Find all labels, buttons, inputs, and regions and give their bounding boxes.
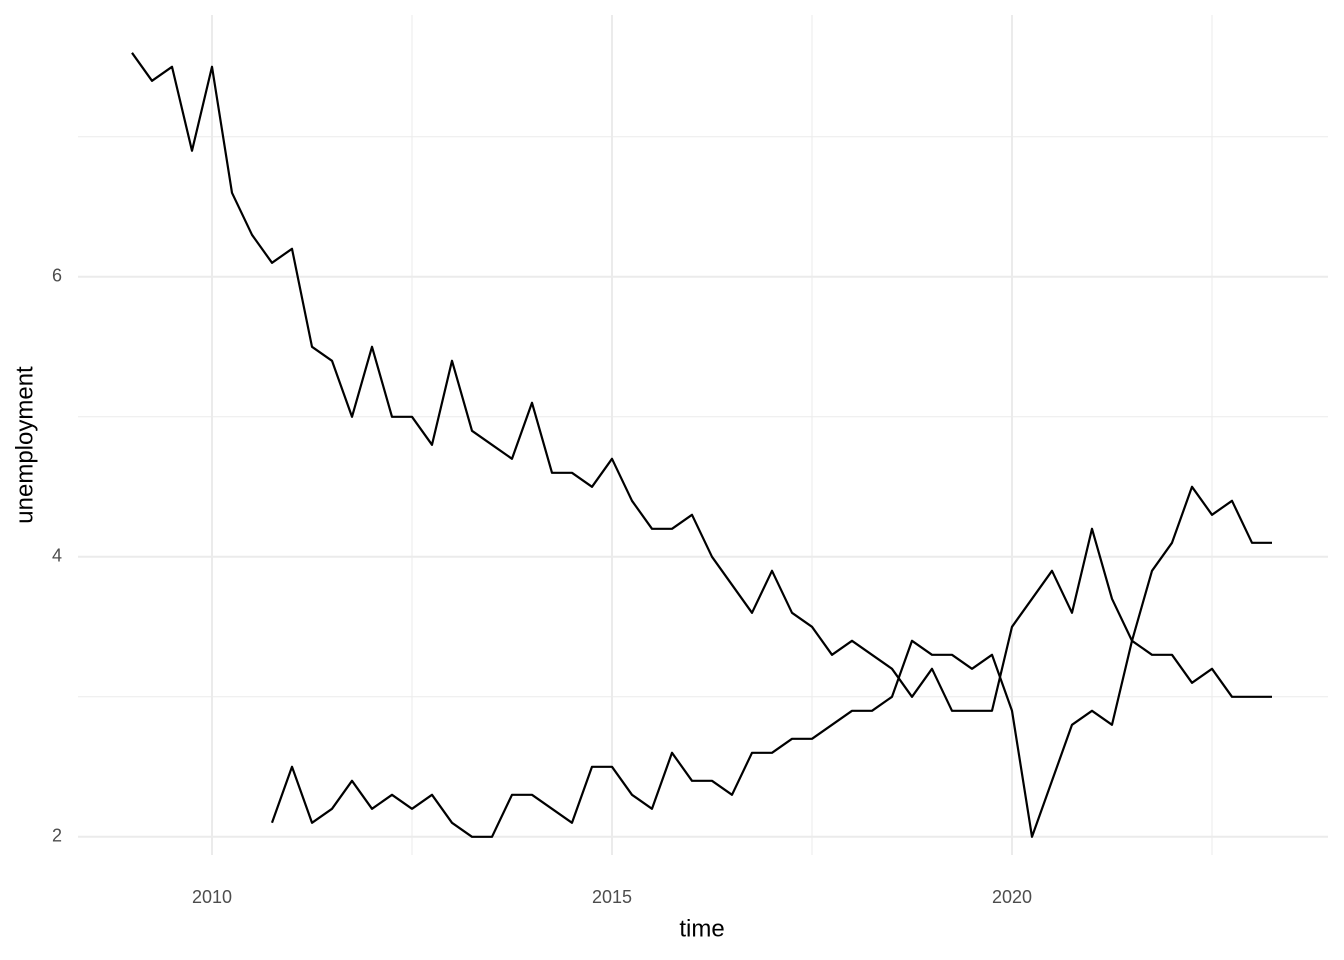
- series-line: [131, 52, 1272, 712]
- y-axis-title: unemployment: [11, 366, 38, 524]
- x-tick-label: 2010: [192, 887, 232, 907]
- x-axis-title: time: [679, 915, 724, 942]
- x-tick-label: 2020: [992, 887, 1032, 907]
- y-tick-label: 4: [52, 546, 62, 566]
- series-line: [270, 485, 1272, 838]
- y-tick-label: 2: [52, 826, 62, 846]
- y-tick-label: 6: [52, 266, 62, 286]
- x-tick-label: 2015: [592, 887, 632, 907]
